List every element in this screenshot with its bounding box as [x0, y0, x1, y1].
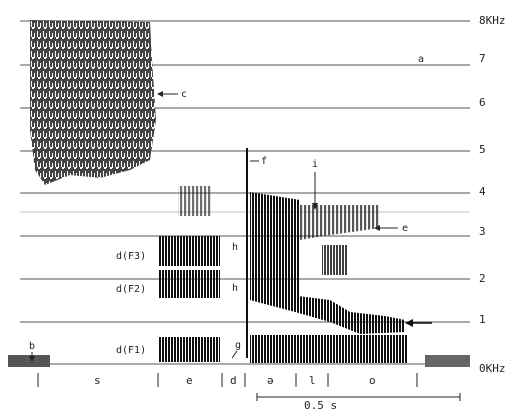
annotation-b: b — [29, 341, 35, 352]
annotation-a: a — [418, 54, 424, 65]
o-f3-band — [322, 245, 348, 275]
annotations: a c f i e h h g b d(F3) d(F2) d(F1) — [29, 54, 432, 362]
frequency-axis-labels: 8KHz 7 6 5 4 3 2 1 0KHz — [479, 14, 506, 375]
arrow-right-head — [405, 319, 413, 327]
segment-s: s — [94, 374, 101, 387]
l-upper-band — [300, 205, 380, 240]
y-label-8: 8KHz — [479, 14, 506, 27]
y-label-4: 4 — [479, 185, 486, 198]
segment-l: l — [309, 374, 316, 387]
e-f1-band — [158, 337, 220, 362]
arrow-b-head — [29, 356, 35, 362]
arrow-g-line — [231, 350, 238, 359]
s-frication-noise — [30, 20, 156, 185]
arrow-e-head — [374, 225, 380, 231]
burst-spike — [246, 148, 248, 358]
baseline-energy-left — [8, 355, 50, 367]
formant-label-f2: d(F2) — [116, 284, 146, 295]
annotation-c: c — [181, 89, 187, 100]
schwa-f2-trajectory — [250, 280, 405, 334]
annotation-g: g — [235, 340, 241, 351]
annotation-h2: h — [232, 283, 238, 294]
segment-d: d — [230, 374, 237, 387]
segment-o: o — [369, 374, 376, 387]
e-f3-band — [158, 236, 220, 266]
formant-label-f1: d(F1) — [116, 345, 146, 356]
y-label-1: 1 — [479, 313, 486, 326]
formant-label-f3: d(F3) — [116, 251, 146, 262]
y-label-2: 2 — [479, 272, 486, 285]
y-label-6: 6 — [479, 96, 486, 109]
baseline-energy-right — [425, 355, 470, 367]
time-scale-bar: 0.5 s — [256, 393, 461, 411]
arrow-c-head — [157, 91, 163, 97]
segment-row: s e d ə l o — [37, 373, 418, 387]
segment-schwa: ə — [267, 374, 274, 387]
arrow-i-head — [312, 203, 318, 210]
schwa-o-f1-band — [250, 335, 408, 363]
y-label-5: 5 — [479, 143, 486, 156]
annotation-f: f — [261, 156, 267, 167]
annotation-e: e — [402, 223, 408, 234]
y-label-7: 7 — [479, 52, 486, 65]
y-label-3: 3 — [479, 225, 486, 238]
spectrogram-energy — [8, 20, 470, 367]
segment-e: e — [186, 374, 193, 387]
schwa-f2-band — [250, 192, 300, 300]
scale-bar-label: 0.5 s — [304, 399, 337, 411]
annotation-h1: h — [232, 242, 238, 253]
e-f2-band — [158, 270, 220, 298]
y-label-0: 0KHz — [479, 362, 506, 375]
e-upper-band — [178, 186, 212, 216]
annotation-i: i — [312, 159, 318, 170]
